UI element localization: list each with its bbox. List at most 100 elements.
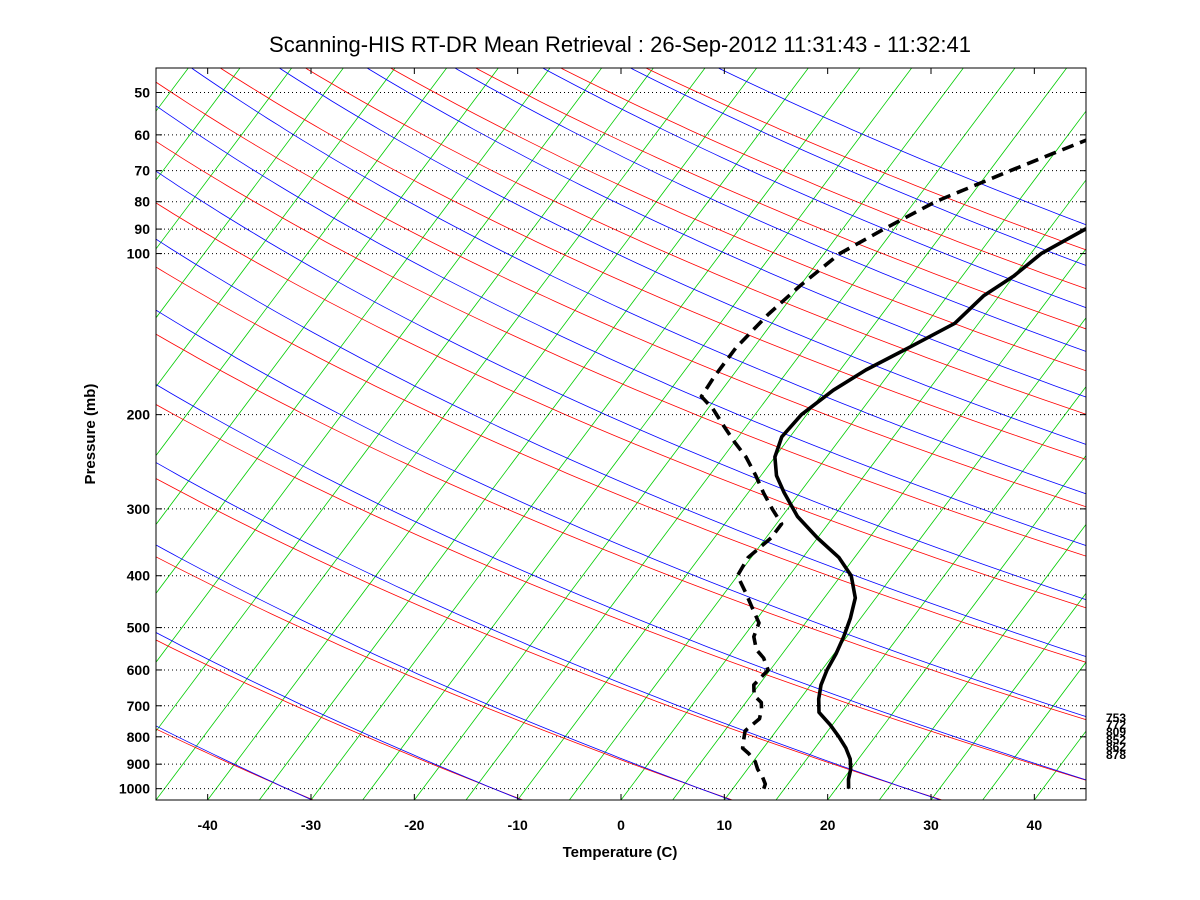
y-axis-label: Pressure (mb)	[82, 384, 99, 485]
isotherm-line	[156, 68, 396, 388]
x-tick-label: 10	[717, 817, 733, 833]
isotherm-line	[156, 68, 499, 526]
isotherm-line	[362, 68, 913, 800]
isotherm-line	[827, 454, 1086, 800]
y-tick-label: 200	[127, 407, 151, 423]
isotherm-line	[156, 68, 293, 250]
side-label: 772	[1106, 718, 1126, 732]
y-tick-label: 300	[127, 501, 151, 517]
moist-adiabat-line	[156, 632, 522, 800]
isotherm-line	[207, 68, 758, 800]
isotherm-line	[156, 68, 241, 181]
isotherm-line	[1085, 799, 1086, 800]
dry-adiabat-line	[156, 81, 1086, 508]
moist-adiabat-line	[156, 170, 1086, 601]
dry-adiabat-line	[156, 333, 1086, 721]
background-lines	[0, 41, 1200, 811]
isotherm-line	[156, 68, 448, 457]
isotherm-line	[258, 68, 809, 800]
dry-adiabat-line	[304, 68, 1086, 415]
side-label: 862	[1106, 740, 1126, 754]
x-tick-label: -30	[301, 817, 321, 833]
moist-adiabat-line	[156, 105, 1086, 546]
dry-adiabat-line	[156, 202, 1086, 609]
dry-adiabat-line	[474, 68, 1086, 330]
isotherm-line	[672, 248, 1086, 800]
x-axis-label: Temperature (C)	[563, 844, 678, 861]
isotherm-line	[465, 68, 1016, 800]
x-tick-label: -40	[198, 817, 218, 833]
side-label: 809	[1106, 725, 1126, 739]
y-tick-label: 80	[134, 194, 150, 210]
isotherm-line	[156, 68, 603, 663]
y-tick-label: 600	[127, 662, 151, 678]
moist-adiabat-line	[717, 68, 1086, 226]
isotherm-line	[156, 68, 344, 319]
y-tick-label: 70	[134, 163, 150, 179]
x-tick-label: -20	[404, 817, 424, 833]
isotherm-line	[982, 661, 1086, 800]
temperature-profile-line	[773, 226, 1086, 789]
dry-adiabat-line	[156, 478, 943, 800]
moist-adiabat-line	[156, 309, 1086, 717]
isotherm-line	[878, 523, 1086, 800]
moist-adiabat-line	[156, 544, 732, 800]
isotherm-line	[568, 110, 1086, 800]
isotherm-line	[156, 68, 189, 112]
moist-adiabat-line	[629, 68, 1086, 266]
isotherm-line	[930, 592, 1086, 800]
x-tick-label: 40	[1027, 817, 1043, 833]
y-tick-label: 400	[127, 568, 151, 584]
isotherm-line	[156, 68, 706, 800]
x-tick-label: 30	[923, 817, 939, 833]
moist-adiabat-line	[278, 68, 1086, 445]
isotherm-line	[0, 41, 54, 811]
moist-adiabat-line	[190, 68, 1086, 495]
side-label: 852	[1106, 733, 1126, 747]
moist-adiabat-line	[156, 462, 941, 800]
isotherm-line	[723, 317, 1086, 800]
moist-adiabat-line	[454, 68, 1086, 352]
moist-adiabat-line	[366, 68, 1086, 398]
dewpoint-profile-line	[699, 138, 1086, 790]
dry-adiabat-line	[156, 404, 1086, 781]
y-tick-label: 900	[127, 756, 151, 772]
chart-title: Scanning-HIS RT-DR Mean Retrieval : 26-S…	[269, 32, 971, 57]
y-tick-label: 700	[127, 698, 151, 714]
dry-adiabat-line	[156, 639, 524, 800]
isotherm-line	[1181, 41, 1200, 811]
isotherm-line	[156, 68, 551, 595]
side-label: 753	[1106, 711, 1126, 725]
dry-adiabat-line	[156, 140, 1086, 557]
plot-frame	[155, 67, 1087, 801]
dry-adiabat-line	[389, 68, 1086, 372]
pressure-gridlines	[156, 91, 1086, 790]
moist-adiabat-line	[156, 238, 1086, 658]
dry-adiabat-line	[156, 728, 314, 800]
isotherm-line	[413, 68, 964, 800]
dry-adiabat-line	[559, 68, 1086, 290]
dry-adiabat-line	[645, 68, 1086, 251]
y-axis-ticks: 50 60 70 80 90 100 200 300 400 500 600 700 800 900 100…	[119, 84, 1086, 797]
y-tick-label: 90	[134, 221, 150, 237]
moist-adiabat-line	[541, 68, 1086, 309]
dry-adiabat-line	[219, 68, 1086, 460]
y-tick-label: 100	[127, 246, 151, 262]
sounding-profiles	[699, 138, 1086, 790]
moist-adiabat-line	[156, 383, 1086, 781]
x-tick-label: -10	[508, 817, 528, 833]
y-tick-label: 800	[127, 729, 151, 745]
y-tick-label: 50	[134, 84, 150, 100]
dry-adiabat-line	[156, 266, 1086, 663]
dry-adiabat-line	[156, 556, 733, 800]
isotherm-line	[620, 179, 1086, 800]
x-tick-label: 0	[617, 817, 625, 833]
side-label: 878	[1106, 748, 1126, 762]
isotherm-line	[0, 41, 2, 811]
x-tick-label: 20	[820, 817, 836, 833]
x-axis-ticks: -40 -30 -20 -10 0 10 20 30 40	[198, 68, 1043, 833]
y-tick-label: 60	[134, 127, 150, 143]
isotherm-line	[517, 68, 1068, 800]
